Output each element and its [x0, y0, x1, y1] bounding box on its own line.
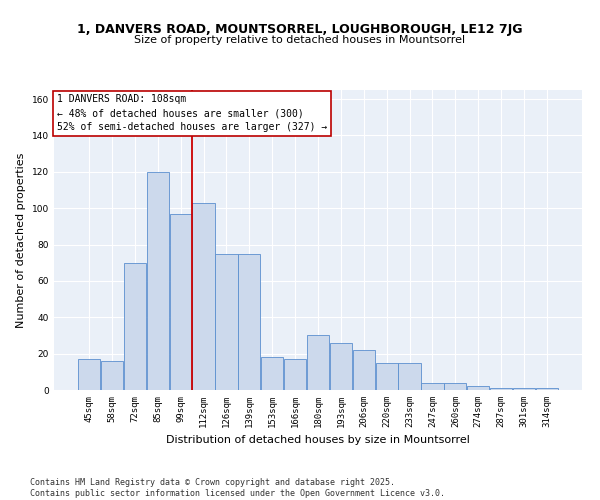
Bar — [284, 359, 306, 390]
Bar — [536, 388, 558, 390]
Y-axis label: Number of detached properties: Number of detached properties — [16, 152, 26, 328]
Text: Size of property relative to detached houses in Mountsorrel: Size of property relative to detached ho… — [134, 35, 466, 45]
Bar — [146, 172, 169, 390]
Text: 1, DANVERS ROAD, MOUNTSORREL, LOUGHBOROUGH, LE12 7JG: 1, DANVERS ROAD, MOUNTSORREL, LOUGHBOROU… — [77, 22, 523, 36]
Bar — [330, 342, 352, 390]
Bar — [101, 361, 123, 390]
Bar — [307, 336, 329, 390]
Bar — [170, 214, 192, 390]
Bar — [444, 382, 466, 390]
Bar — [238, 254, 260, 390]
Bar — [467, 386, 490, 390]
Bar — [353, 350, 375, 390]
Bar — [490, 388, 512, 390]
Bar — [215, 254, 238, 390]
Bar — [513, 388, 535, 390]
Text: 1 DANVERS ROAD: 108sqm
← 48% of detached houses are smaller (300)
52% of semi-de: 1 DANVERS ROAD: 108sqm ← 48% of detached… — [56, 94, 327, 132]
Text: Contains HM Land Registry data © Crown copyright and database right 2025.
Contai: Contains HM Land Registry data © Crown c… — [30, 478, 445, 498]
Bar — [193, 202, 215, 390]
Bar — [124, 262, 146, 390]
Bar — [376, 362, 398, 390]
Bar — [261, 358, 283, 390]
Bar — [421, 382, 443, 390]
Bar — [78, 359, 100, 390]
Bar — [398, 362, 421, 390]
X-axis label: Distribution of detached houses by size in Mountsorrel: Distribution of detached houses by size … — [166, 436, 470, 446]
